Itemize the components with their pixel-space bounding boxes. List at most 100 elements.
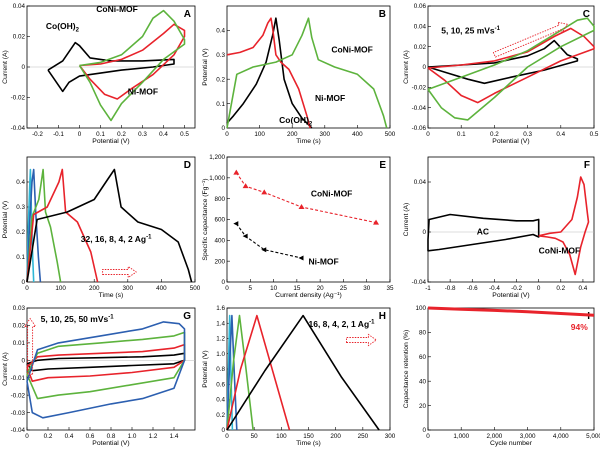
annotation: 5, 10, 25 mVs-1 <box>441 25 500 35</box>
data-point <box>233 221 239 227</box>
panel-label: B <box>379 9 386 20</box>
panel-label: D <box>184 160 191 171</box>
y-tick-label: -0.02 <box>412 85 427 92</box>
y-tick-label: -0.01 <box>11 375 26 382</box>
x-tick-label: 0.8 <box>107 433 116 440</box>
x-tick-label: 0.2 <box>556 285 565 292</box>
y-tick-label: -0.02 <box>11 95 26 102</box>
series-line <box>235 223 302 259</box>
plot-frame <box>226 5 391 129</box>
panel-c: 0 0.1 0.2 0.3 0.4 0.5 -0.06 -0.04 -0.02 0 0.02 0.04… <box>403 3 599 145</box>
x-tick-label: 0.5 <box>590 131 599 138</box>
annotation: AC <box>477 227 489 237</box>
y-axis-label: Capacitance retention (%) <box>403 330 410 409</box>
x-tick-label: 150 <box>303 433 314 440</box>
plot-frame <box>26 156 196 283</box>
y-tick-label: 0.1 <box>216 101 225 108</box>
y-tick-label: 200 <box>214 258 225 265</box>
x-tick-label: 500 <box>190 285 201 292</box>
y-tick-label: 100 <box>415 305 426 312</box>
annotation: CoNi-MOF <box>96 4 138 14</box>
series-line <box>226 17 388 129</box>
series-line <box>26 331 186 400</box>
panel-e: 0 5 10 15 20 25 30 35 0 200 400 600 800 1,000 1,200 Cur… <box>202 154 394 299</box>
x-axis-label: Potential (V) <box>92 440 129 447</box>
x-tick-label: -0.8 <box>445 285 456 292</box>
y-tick-label: 0.4 <box>216 28 225 35</box>
y-tick-label: 0 <box>422 229 426 236</box>
series-line <box>26 168 35 283</box>
y-axis-label: Potential (V) <box>2 201 9 238</box>
y-tick-label: 1.0 <box>216 351 225 358</box>
series-line <box>226 314 254 431</box>
y-tick-label: 0 <box>21 64 25 71</box>
x-tick-label: 15 <box>293 285 301 292</box>
y-tick-label: 0.8 <box>216 366 225 373</box>
x-tick-label: 4,000 <box>553 433 569 440</box>
x-tick-label: 5 <box>249 285 253 292</box>
x-tick-label: 0 <box>225 433 229 440</box>
y-tick-label: 400 <box>214 238 225 245</box>
y-tick-label: 1.6 <box>216 305 225 312</box>
x-tick-label: 1.4 <box>170 433 179 440</box>
x-tick-label: 0.1 <box>457 131 466 138</box>
annotation: CoNi-MOF <box>331 44 373 54</box>
panel-label: C <box>583 9 590 20</box>
y-axis-label: Potential (V) <box>202 48 209 85</box>
x-axis-label: Potential (V) <box>492 138 529 145</box>
x-axis-label: Cycle number <box>490 440 533 447</box>
series-line <box>26 321 186 419</box>
series-line <box>26 168 99 283</box>
x-tick-label: 250 <box>358 433 369 440</box>
x-tick-label: -1 <box>425 285 431 292</box>
series-line <box>78 9 186 122</box>
y-tick-label: 40 <box>419 378 427 385</box>
y-tick-label: 0.3 <box>216 52 225 59</box>
y-tick-label: 80 <box>419 330 427 337</box>
series-line <box>427 306 595 317</box>
panel-d: 0 100 200 300 400 500 0 0.1 0.2 0.3 0.4 Time (s) Pot… <box>2 156 201 299</box>
x-tick-label: 0.4 <box>556 131 565 138</box>
annotation: 5, 10, 25, 50 mVs-1 <box>41 314 115 324</box>
x-tick-label: 50 <box>251 433 259 440</box>
panel-f: -1 -0.8 -0.6 -0.4 -0.2 0 0.2 0.4 -0.04 0 0.04 Poten… <box>403 156 595 299</box>
x-tick-label: 0.2 <box>490 131 499 138</box>
series-line <box>226 314 380 431</box>
annotation: Co(OH)2 <box>279 115 313 128</box>
x-tick-label: -0.2 <box>511 285 522 292</box>
x-tick-label: 0 <box>78 131 82 138</box>
y-axis-label: Current (A) <box>403 50 410 84</box>
x-tick-label: 10 <box>270 285 278 292</box>
x-tick-label: 5,000 <box>586 433 600 440</box>
data-point <box>298 204 305 209</box>
y-tick-label: 0.2 <box>216 76 225 83</box>
series-line <box>78 23 186 100</box>
x-tick-label: 0 <box>25 433 29 440</box>
trend-arrow-icon <box>346 333 378 347</box>
series-line <box>47 41 175 93</box>
annotation: 16, 8, 4, 2, 1 Ag-1 <box>309 319 376 329</box>
y-tick-label: 1.2 <box>216 336 225 343</box>
x-tick-label: 200 <box>330 433 341 440</box>
x-axis-label: Time (s) <box>296 138 321 145</box>
x-tick-label: 0.4 <box>65 433 74 440</box>
series-line <box>235 172 377 224</box>
y-tick-label: 0.01 <box>13 340 26 347</box>
y-tick-label: -0.06 <box>412 125 427 132</box>
x-tick-label: 400 <box>156 285 167 292</box>
x-tick-label: 300 <box>123 285 134 292</box>
y-tick-label: 1,000 <box>209 175 225 182</box>
y-tick-label: 0 <box>422 64 426 71</box>
x-tick-label: 30 <box>363 285 371 292</box>
x-axis-label: Time (s) <box>296 440 321 447</box>
y-tick-label: 800 <box>214 196 225 203</box>
series-line <box>226 17 313 129</box>
y-tick-label: 0.02 <box>13 323 26 330</box>
panel-label: F <box>584 160 590 171</box>
y-tick-label: 0.04 <box>414 179 427 186</box>
y-tick-label: 1,200 <box>209 154 225 161</box>
x-tick-label: 0.1 <box>96 131 105 138</box>
x-tick-label: 1,000 <box>453 433 469 440</box>
annotation: Ni-MOF <box>309 256 339 266</box>
trend-arrow-icon <box>102 265 137 279</box>
